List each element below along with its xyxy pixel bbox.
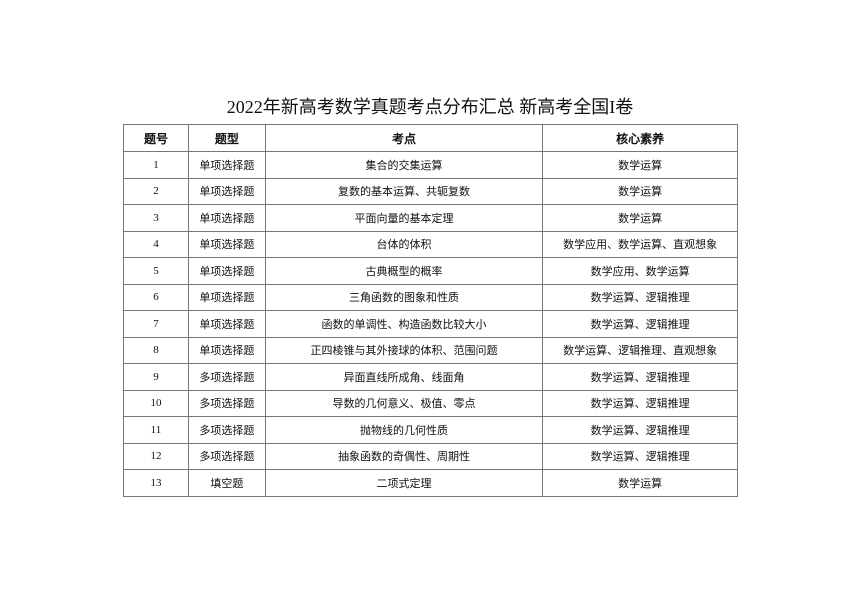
cell-question-type: 单项选择题	[187, 204, 266, 232]
document-title: 2022年新高考数学真题考点分布汇总 新高考全国I卷	[226, 97, 634, 117]
cell-question-number: 8	[123, 336, 189, 364]
table-row: 10 多项选择题 导数的几何意义、极值、零点 数学运算、逻辑推理	[123, 389, 738, 417]
cell-topic: 异面直线所成角、线面角	[264, 363, 544, 391]
cell-topic: 平面向量的基本定理	[264, 204, 544, 232]
cell-question-number: 11	[123, 416, 189, 444]
table-header-row: 题号 题型 考点 核心素养	[123, 124, 738, 152]
cell-question-number: 6	[123, 283, 189, 311]
header-question-number: 题号	[123, 124, 189, 152]
cell-question-type: 单项选择题	[187, 230, 266, 258]
cell-question-type: 多项选择题	[187, 416, 266, 444]
cell-core-competency: 数学运算、逻辑推理	[542, 442, 738, 470]
cell-core-competency: 数学运算	[542, 469, 738, 497]
header-topic: 考点	[264, 124, 544, 152]
cell-question-number: 10	[123, 389, 189, 417]
cell-question-type: 单项选择题	[187, 177, 266, 205]
cell-topic: 抽象函数的奇偶性、周期性	[264, 442, 544, 470]
cell-question-type: 单项选择题	[187, 151, 266, 179]
exam-topics-table: 题号 题型 考点 核心素养 1 单项选择题 集合的交集运算 数学运算 2 单项选择题 复数的基本运…	[123, 124, 738, 497]
cell-question-number: 4	[123, 230, 189, 258]
cell-question-type: 单项选择题	[187, 257, 266, 285]
cell-core-competency: 数学运算、逻辑推理、直观想象	[542, 336, 738, 364]
header-question-type: 题型	[187, 124, 266, 152]
cell-question-number: 12	[123, 442, 189, 470]
cell-question-type: 多项选择题	[187, 363, 266, 391]
cell-topic: 二项式定理	[264, 469, 544, 497]
cell-topic: 导数的几何意义、极值、零点	[264, 389, 544, 417]
cell-topic: 三角函数的图象和性质	[264, 283, 544, 311]
cell-question-number: 13	[123, 469, 189, 497]
table-row: 12 多项选择题 抽象函数的奇偶性、周期性 数学运算、逻辑推理	[123, 442, 738, 470]
header-core-competency: 核心素养	[542, 124, 738, 152]
cell-question-type: 单项选择题	[187, 310, 266, 338]
cell-core-competency: 数学运算	[542, 177, 738, 205]
cell-core-competency: 数学运算、逻辑推理	[542, 283, 738, 311]
cell-topic: 台体的体积	[264, 230, 544, 258]
table-row: 13 填空题 二项式定理 数学运算	[123, 469, 738, 497]
cell-topic: 抛物线的几何性质	[264, 416, 544, 444]
cell-core-competency: 数学运算、逻辑推理	[542, 389, 738, 417]
cell-topic: 复数的基本运算、共轭复数	[264, 177, 544, 205]
cell-question-type: 单项选择题	[187, 336, 266, 364]
cell-question-number: 3	[123, 204, 189, 232]
cell-topic: 集合的交集运算	[264, 151, 544, 179]
table-row: 5 单项选择题 古典概型的概率 数学应用、数学运算	[123, 257, 738, 285]
cell-core-competency: 数学运算	[542, 204, 738, 232]
cell-question-number: 1	[123, 151, 189, 179]
cell-core-competency: 数学应用、数学运算、直观想象	[542, 230, 738, 258]
table-row: 4 单项选择题 台体的体积 数学应用、数学运算、直观想象	[123, 230, 738, 258]
table-row: 7 单项选择题 函数的单调性、构造函数比较大小 数学运算、逻辑推理	[123, 310, 738, 338]
cell-topic: 函数的单调性、构造函数比较大小	[264, 310, 544, 338]
cell-question-type: 填空题	[187, 469, 266, 497]
cell-question-number: 9	[123, 363, 189, 391]
cell-question-type: 多项选择题	[187, 442, 266, 470]
table-row: 3 单项选择题 平面向量的基本定理 数学运算	[123, 204, 738, 232]
table-row: 1 单项选择题 集合的交集运算 数学运算	[123, 151, 738, 179]
table-row: 11 多项选择题 抛物线的几何性质 数学运算、逻辑推理	[123, 416, 738, 444]
table-row: 9 多项选择题 异面直线所成角、线面角 数学运算、逻辑推理	[123, 363, 738, 391]
cell-question-number: 7	[123, 310, 189, 338]
cell-core-competency: 数学运算	[542, 151, 738, 179]
cell-topic: 正四棱锥与其外接球的体积、范围问题	[264, 336, 544, 364]
cell-question-type: 多项选择题	[187, 389, 266, 417]
cell-topic: 古典概型的概率	[264, 257, 544, 285]
table-row: 2 单项选择题 复数的基本运算、共轭复数 数学运算	[123, 177, 738, 205]
cell-core-competency: 数学运算、逻辑推理	[542, 416, 738, 444]
table-row: 8 单项选择题 正四棱锥与其外接球的体积、范围问题 数学运算、逻辑推理、直观想象	[123, 336, 738, 364]
cell-core-competency: 数学应用、数学运算	[542, 257, 738, 285]
cell-core-competency: 数学运算、逻辑推理	[542, 363, 738, 391]
cell-question-type: 单项选择题	[187, 283, 266, 311]
cell-question-number: 2	[123, 177, 189, 205]
cell-question-number: 5	[123, 257, 189, 285]
cell-core-competency: 数学运算、逻辑推理	[542, 310, 738, 338]
table-row: 6 单项选择题 三角函数的图象和性质 数学运算、逻辑推理	[123, 283, 738, 311]
